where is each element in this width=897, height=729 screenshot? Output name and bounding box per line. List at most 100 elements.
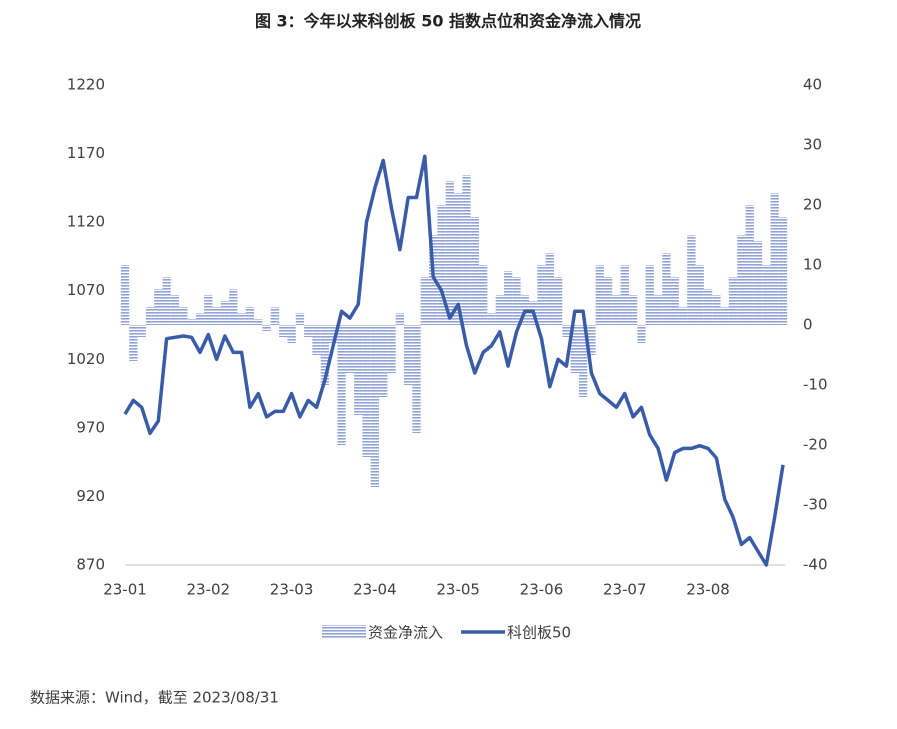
bar [304,325,313,337]
bar [170,295,180,325]
y-tick-label: 970 [76,418,105,436]
bar [212,307,221,325]
bar [662,253,671,325]
y2-tick-label: -30 [803,496,828,514]
bar [145,307,155,325]
bar [637,325,646,343]
bar [337,325,346,445]
bar [670,277,679,325]
x-tick-label: 23-07 [603,581,647,599]
bar [345,325,355,373]
y2-tick-label: 20 [803,196,822,214]
bar [220,301,230,325]
bar [537,265,546,325]
bar [354,325,363,415]
bar [578,325,588,397]
bar [245,307,255,325]
bar [370,325,380,487]
y2-tick-label: 30 [803,136,822,154]
bar [279,325,288,337]
bar [645,265,654,325]
bar [720,307,729,325]
y2-tick-label: 0 [803,316,813,334]
y-tick-label: 1170 [67,144,105,162]
bar [487,313,496,325]
bar [195,313,205,325]
bar [570,325,579,373]
bar [329,325,338,343]
bar [503,271,513,325]
bar [254,319,263,325]
x-tick-label: 23-05 [436,581,480,599]
bar [603,277,613,325]
y-tick-label: 920 [76,487,105,505]
bar [379,325,388,397]
y2-tick-label: -20 [803,436,828,454]
bar [229,289,238,325]
bar [470,217,479,325]
bar [678,307,688,325]
bar [770,193,779,325]
bar [412,325,421,433]
bar [295,313,305,325]
bar [703,289,713,325]
bar [612,295,621,325]
bar [320,325,330,385]
bar [687,235,696,325]
bar [287,325,296,343]
legend-label: 科创板50 [507,624,571,642]
bar [420,277,430,325]
x-tick-label: 23-06 [520,581,564,599]
bar [445,181,454,325]
bar [237,313,246,325]
bar [562,325,571,337]
y-tick-label: 1070 [67,281,105,299]
bar [762,265,771,325]
bar [137,325,146,337]
chart-title: 图 3：今年以来科创板 50 指数点位和资金净流入情况 [255,12,641,31]
bar [587,325,596,355]
bar [395,313,405,325]
y-tick-label: 1220 [67,76,105,94]
bar [120,265,130,325]
bar [712,295,721,325]
bar [478,265,488,325]
bar [745,205,754,325]
x-tick-label: 23-02 [186,581,230,599]
y-tick-label: 1020 [67,350,105,368]
bar [595,265,604,325]
bar [154,289,163,325]
y-tick-label: 870 [76,556,105,574]
bar [553,277,563,325]
x-tick-label: 23-01 [103,581,147,599]
bar [187,319,196,325]
x-tick-label: 23-03 [270,581,314,599]
bar [179,307,188,325]
legend-swatch [322,625,366,638]
y-tick-label: 1120 [67,213,105,231]
bar [362,325,371,457]
source-note: 数据来源：Wind，截至 2023/08/31 [30,689,279,707]
bar [404,325,413,385]
line [123,154,785,567]
bar [387,325,396,373]
bar [129,325,138,361]
bar [778,217,788,325]
bar [204,295,213,325]
bar [162,277,171,325]
bar [454,193,463,325]
bar [462,175,471,325]
legend-label: 资金净流入 [368,624,443,642]
bar [737,235,746,325]
y2-tick-label: 10 [803,256,822,274]
bar [437,205,446,325]
bar [753,241,763,325]
y2-tick-label: 40 [803,76,822,94]
bar [512,277,521,325]
bar [728,277,738,325]
bar [270,307,280,325]
bar [545,253,554,325]
y2-tick-label: -40 [803,556,828,574]
bar [695,265,704,325]
